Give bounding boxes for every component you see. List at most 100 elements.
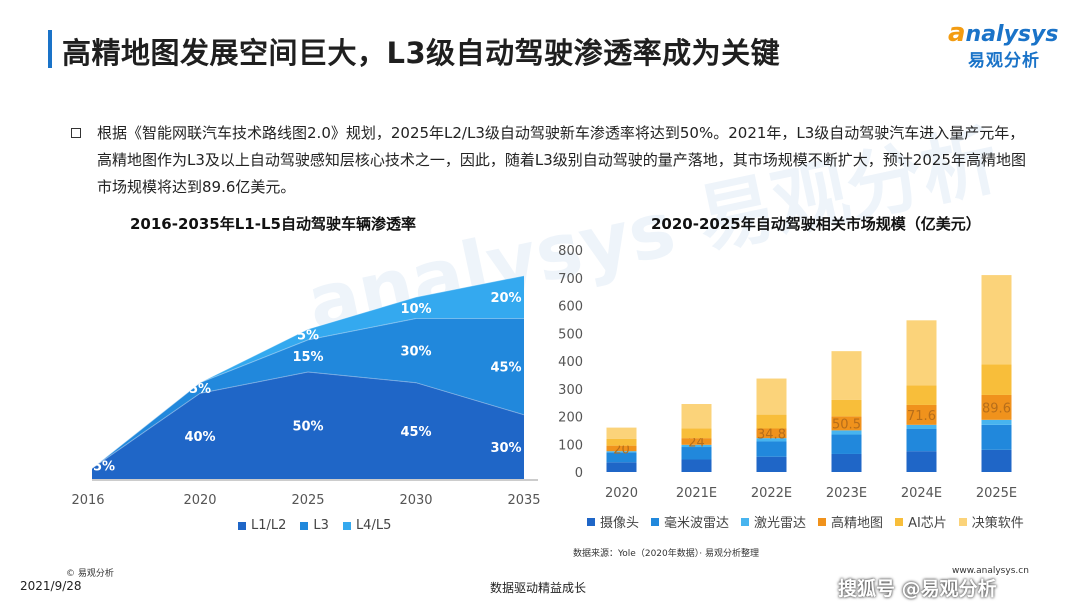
area-chart-title: 2016-2035年L1-L5自动驾驶车辆渗透率 xyxy=(130,215,416,233)
legend-item: 摄像头 xyxy=(587,512,639,531)
bar-data-label: 89.6 xyxy=(982,401,1011,416)
bar-segment-激光雷达 xyxy=(831,430,862,435)
bar-segment-毫米波雷达 xyxy=(906,428,937,452)
area-x-tick-label: 2030 xyxy=(399,493,432,508)
area-data-label: 30% xyxy=(400,345,431,360)
bar-data-label: 20 xyxy=(613,442,630,457)
bar-x-tick-label: 2022E xyxy=(751,486,792,501)
bar-segment-激光雷达 xyxy=(906,424,937,429)
bar-segment-高精地图 xyxy=(831,416,862,431)
bar-y-tick-label: 200 xyxy=(558,411,583,426)
analysys-logo: analysys 易观分析 xyxy=(948,18,1058,74)
bar-segment-激光雷达 xyxy=(981,419,1012,425)
logo-chinese: 易观分析 xyxy=(968,51,1040,71)
area-data-label: 45% xyxy=(490,361,521,376)
page-title: 高精地图发展空间巨大，L3级自动驾驶渗透率成为关键 xyxy=(62,36,781,70)
bar-segment-高精地图 xyxy=(756,428,787,439)
area-boundary-1 xyxy=(91,318,524,469)
area-data-label: 40% xyxy=(184,430,215,445)
area-data-label: 50% xyxy=(292,420,323,435)
bar-segment-决策软件 xyxy=(756,378,787,415)
bar-x-tick-label: 2024E xyxy=(901,486,942,501)
legend-label: L4/L5 xyxy=(355,518,392,533)
bar-segment-毫米波雷达 xyxy=(981,424,1012,450)
bar-segment-AI芯片 xyxy=(906,385,937,405)
legend-item: L4/L5 xyxy=(342,518,392,533)
area-x-tick-label: 2025 xyxy=(291,493,324,508)
area-data-label: 5% xyxy=(189,382,211,397)
legend-swatch xyxy=(300,521,309,530)
area-data-label: 45% xyxy=(400,425,431,440)
area-x-tick-label: 2016 xyxy=(71,493,104,508)
bar-segment-毫米波雷达 xyxy=(606,452,637,463)
bar-segment-毫米波雷达 xyxy=(831,434,862,454)
logo-letters: nalysys xyxy=(965,22,1059,47)
bar-segment-高精地图 xyxy=(681,438,712,445)
legend-swatch xyxy=(587,517,595,526)
bar-chart-title: 2020-2025年自动驾驶相关市场规模（亿美元） xyxy=(651,215,981,233)
bar-segment-决策软件 xyxy=(981,275,1012,365)
logo-wordmark: analysys xyxy=(948,18,1058,48)
bar-segment-决策软件 xyxy=(906,320,937,386)
area-series-l3 xyxy=(92,318,524,469)
legend-swatch xyxy=(818,517,827,526)
legend-swatch xyxy=(651,517,660,526)
area-series-l1-l2 xyxy=(92,372,524,479)
legend-label: L1/L2 xyxy=(251,518,287,533)
area-chart-legend: L1/L2 L3 L4/L5 xyxy=(238,518,391,533)
bar-segment-高精地图 xyxy=(981,394,1012,420)
legend-item: 激光雷达 xyxy=(741,512,806,531)
legend-item: 毫米波雷达 xyxy=(651,512,729,531)
area-x-tick-label: 2020 xyxy=(183,493,216,508)
bar-segment-激光雷达 xyxy=(681,444,712,448)
bar-chart-legend: 摄像头 毫米波雷达 激光雷达 高精地图 AI芯片 决策软件 xyxy=(587,512,1024,531)
bar-data-label: 34.8 xyxy=(757,427,786,442)
report-date: 2021/9/28 xyxy=(20,579,82,593)
legend-label: 摄像头 xyxy=(600,516,640,531)
bar-x-tick-label: 2023E xyxy=(826,486,867,501)
bar-y-tick-label: 400 xyxy=(558,355,583,370)
legend-swatch xyxy=(958,517,967,526)
bar-segment-摄像头 xyxy=(981,449,1012,472)
bar-segment-决策软件 xyxy=(831,351,862,400)
title-accent-bar xyxy=(48,30,52,68)
legend-label: 高精地图 xyxy=(831,516,884,531)
bar-segment-激光雷达 xyxy=(756,438,787,442)
bar-y-tick-label: 100 xyxy=(558,438,583,453)
bar-segment-AI芯片 xyxy=(606,438,637,446)
bar-x-tick-label: 2021E xyxy=(676,486,717,501)
bar-segment-AI芯片 xyxy=(831,399,862,417)
footer-slogan: 数据驱动精益成长 xyxy=(490,581,587,595)
bar-data-label: 71.6 xyxy=(907,409,936,424)
bar-data-label: 24 xyxy=(688,435,705,450)
bar-segment-高精地图 xyxy=(906,404,937,425)
legend-item: L3 xyxy=(300,518,329,533)
legend-item: AI芯片 xyxy=(895,512,947,531)
area-data-label: 30% xyxy=(490,441,521,456)
legend-label: L3 xyxy=(313,518,329,533)
sohu-watermark: 搜狐号 @易观分析 xyxy=(838,578,997,600)
bar-y-tick-label: 0 xyxy=(575,466,583,481)
bar-segment-摄像头 xyxy=(906,451,937,472)
area-data-label: 15% xyxy=(292,350,323,365)
legend-label: 毫米波雷达 xyxy=(664,516,730,531)
bar-segment-摄像头 xyxy=(606,462,637,472)
bar-y-tick-label: 500 xyxy=(558,327,583,342)
copyright-text: © 易观分析 xyxy=(66,569,114,579)
legend-item: L1/L2 xyxy=(238,518,286,533)
legend-swatch xyxy=(238,521,246,530)
bar-segment-毫米波雷达 xyxy=(756,441,787,457)
bar-segment-毫米波雷达 xyxy=(681,447,712,460)
bar-y-tick-label: 300 xyxy=(558,383,583,398)
bar-x-tick-label: 2020 xyxy=(605,486,638,501)
legend-item: 高精地图 xyxy=(818,512,883,531)
data-source-note: 数据来源：Yole（2020年数据）· 易观分析整理 xyxy=(573,549,759,559)
bar-segment-摄像头 xyxy=(756,456,787,472)
legend-label: 激光雷达 xyxy=(754,516,807,531)
bar-segment-决策软件 xyxy=(681,404,712,429)
bar-x-tick-label: 2025E xyxy=(976,486,1017,501)
bar-data-label: 50.5 xyxy=(832,417,861,432)
bar-segment-AI芯片 xyxy=(756,414,787,429)
legend-swatch xyxy=(741,517,750,526)
legend-swatch xyxy=(895,517,904,526)
